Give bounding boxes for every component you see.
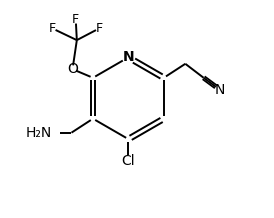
Text: F: F — [72, 13, 79, 26]
Text: N: N — [215, 83, 225, 97]
Text: F: F — [96, 22, 103, 35]
Text: O: O — [67, 62, 78, 76]
Text: Cl: Cl — [122, 154, 135, 168]
Text: F: F — [48, 22, 56, 35]
Text: N: N — [122, 50, 134, 64]
Text: H₂N: H₂N — [26, 126, 52, 140]
